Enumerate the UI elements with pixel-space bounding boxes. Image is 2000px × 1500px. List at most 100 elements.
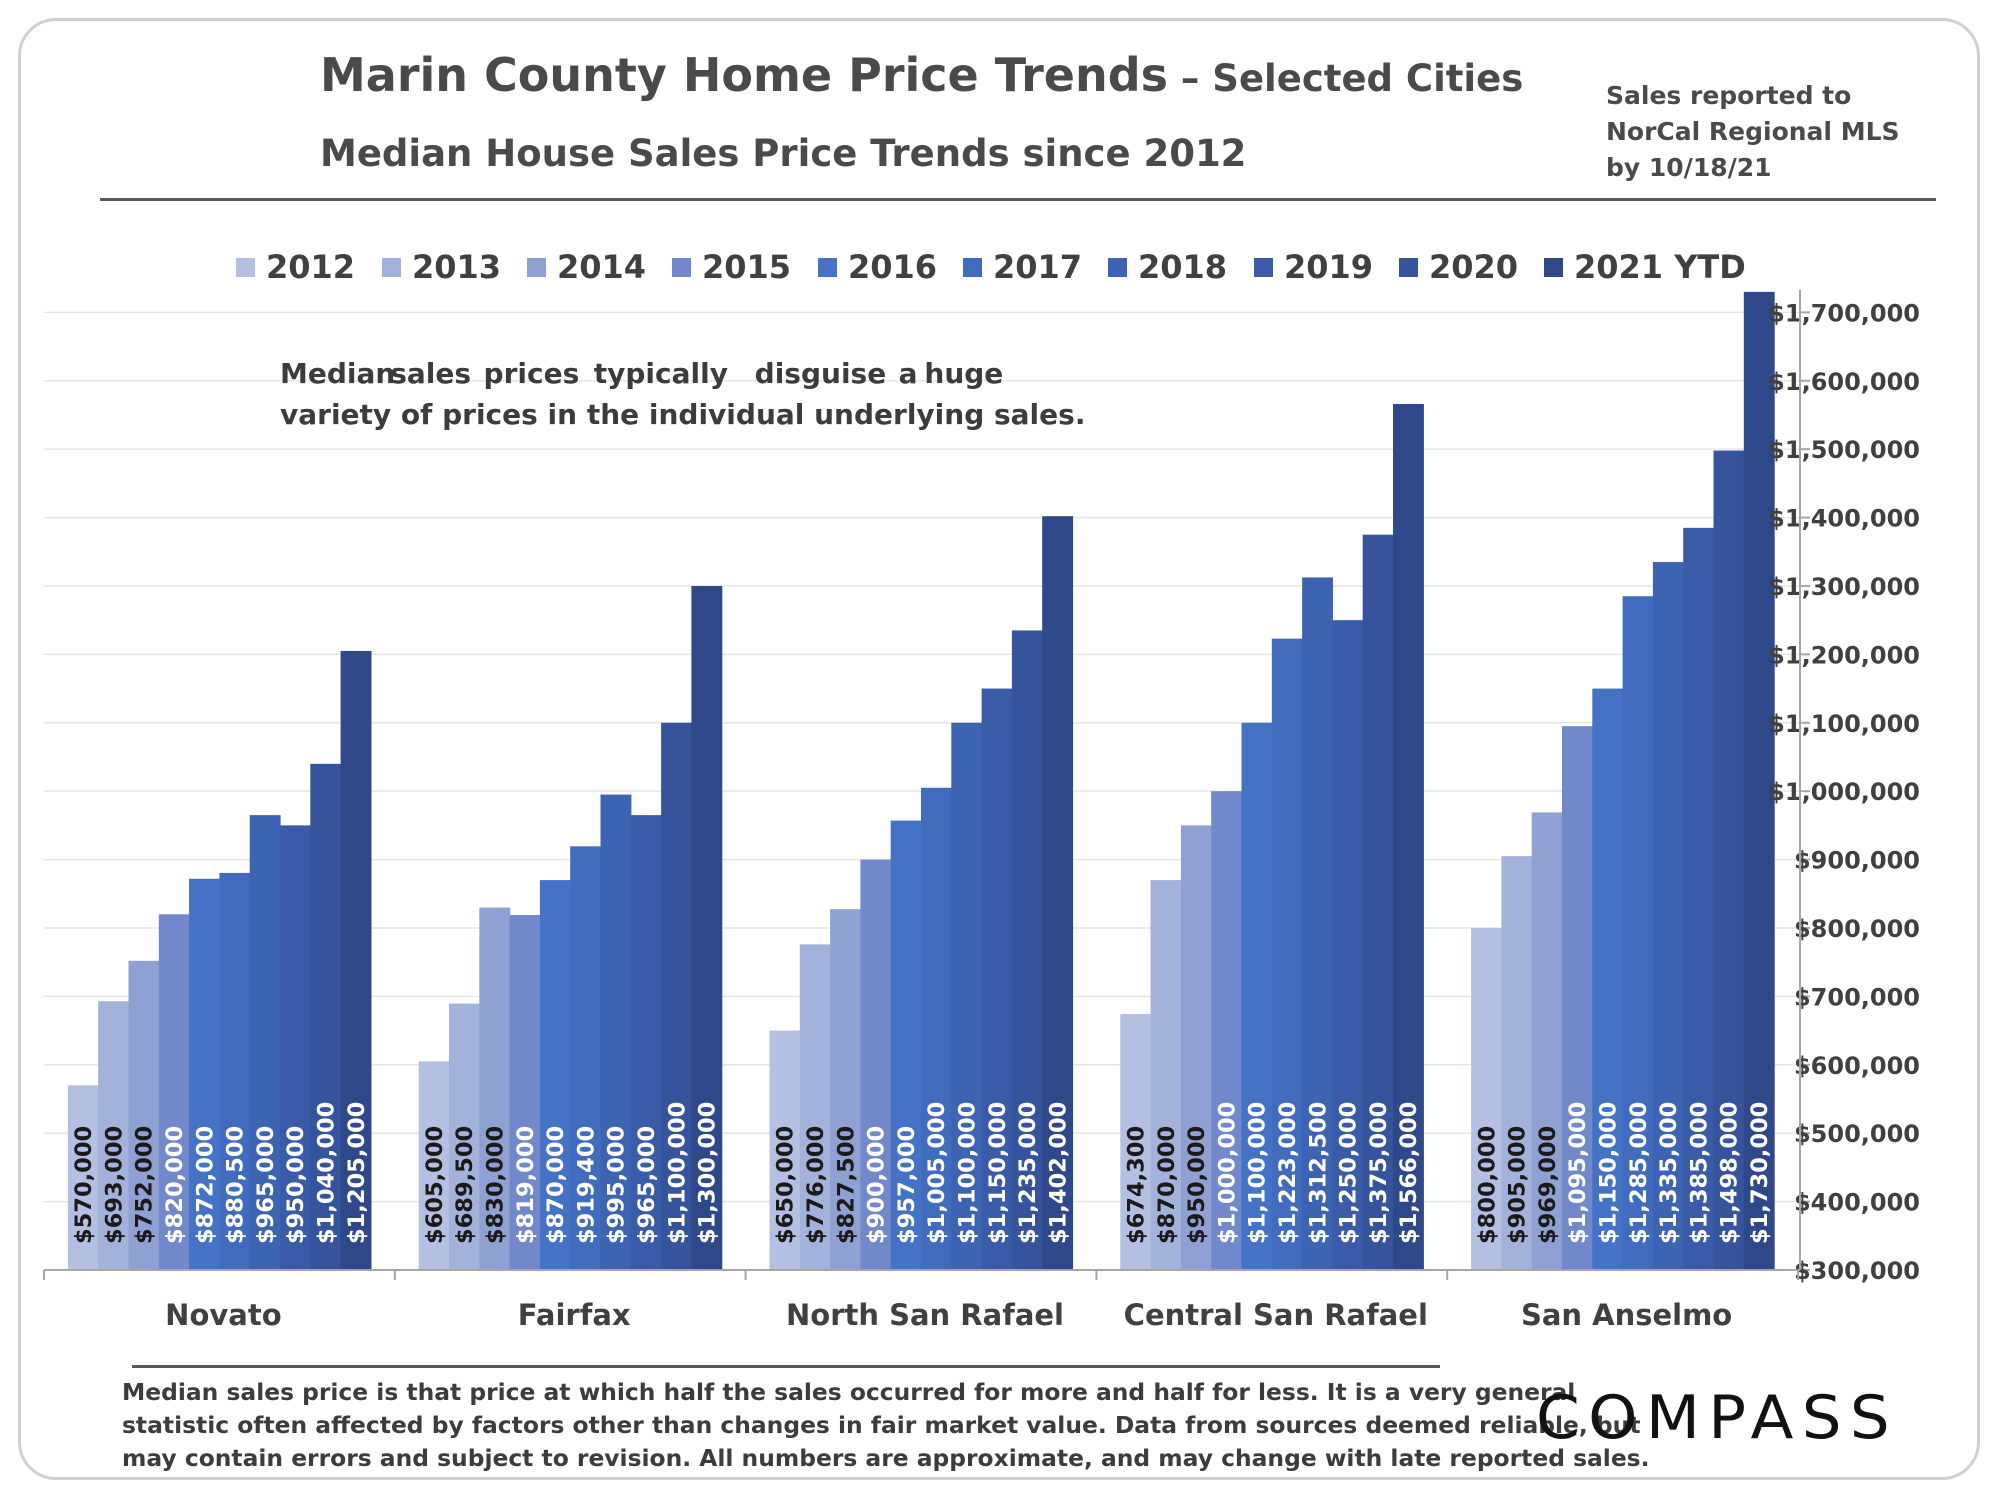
- legend-label: 2013: [412, 248, 501, 286]
- bar-value-label: $870,000: [1154, 1126, 1180, 1244]
- bar-value-label: $1,095,000: [1565, 1102, 1591, 1244]
- bar-value-label: $1,300,000: [695, 1102, 721, 1244]
- legend-label: 2019: [1284, 248, 1373, 286]
- bar-value-label: $1,566,000: [1396, 1102, 1422, 1244]
- axes: $300,000 $400,000 $500,000 $600,000 $700,000…: [43, 290, 1920, 1332]
- footnote: Median sales price is that price at whic…: [122, 1376, 1650, 1475]
- legend-swatch: [1108, 258, 1127, 277]
- bar: [981, 688, 1013, 1270]
- legend-swatch: [1254, 258, 1273, 277]
- bar: [158, 914, 190, 1270]
- bar: [67, 1085, 99, 1270]
- bar-value-label: $1,223,000: [1275, 1102, 1301, 1244]
- y-tick-label: $1,200,000: [1768, 641, 1920, 669]
- legend-label: 2021 YTD: [1574, 248, 1746, 286]
- bar-value-label: $570,000: [71, 1126, 97, 1244]
- y-tick-label: $700,000: [1794, 983, 1920, 1011]
- bar: [1393, 404, 1424, 1270]
- y-tick-label: $1,100,000: [1768, 710, 1920, 738]
- legend-label: 2017: [993, 248, 1082, 286]
- bar: [600, 794, 632, 1270]
- bar-value-label: $1,385,000: [1686, 1102, 1712, 1244]
- bar-value-label: $1,100,000: [1245, 1102, 1271, 1244]
- logo-text: COMPASS: [1536, 1383, 1898, 1452]
- bar-value-label: $820,000: [162, 1126, 188, 1244]
- bar: [769, 1030, 801, 1270]
- y-tick-label: $1,400,000: [1768, 505, 1920, 533]
- bar-value-label: $965,000: [253, 1126, 279, 1244]
- legend-swatch: [527, 258, 546, 277]
- bar-value-label: $950,000: [1184, 1126, 1210, 1244]
- bar: [418, 1061, 450, 1270]
- bar: [1271, 638, 1303, 1270]
- bar-value-label: $995,000: [604, 1126, 630, 1244]
- bar-value-label: $776,000: [803, 1126, 829, 1244]
- header-divider: [100, 198, 1936, 201]
- bar: [509, 914, 541, 1270]
- category-label: North San Rafael: [786, 1298, 1064, 1332]
- bar-value-label: $800,000: [1474, 1126, 1500, 1244]
- bar-value-label: $1,100,000: [954, 1102, 980, 1244]
- bar: [1562, 726, 1593, 1270]
- bar-value-label: $1,250,000: [1336, 1102, 1362, 1244]
- bar: [1180, 825, 1212, 1270]
- bar: [661, 722, 692, 1270]
- footnote-line: statistic often affected by factors othe…: [122, 1411, 1641, 1439]
- bar-value-label: $1,040,000: [313, 1102, 339, 1244]
- bar: [539, 880, 571, 1270]
- legend-label: 2012: [266, 248, 355, 286]
- legend-swatch: [963, 258, 982, 277]
- bar-value-label: $950,000: [283, 1126, 309, 1244]
- y-tick-label: $900,000: [1794, 847, 1920, 875]
- bar: [1622, 596, 1654, 1270]
- bar-value-label: $870,000: [543, 1126, 569, 1244]
- bar-value-label: $605,000: [422, 1126, 448, 1244]
- bar: [1683, 527, 1715, 1270]
- bar: [1211, 791, 1243, 1270]
- bar-value-label: $965,000: [634, 1126, 660, 1244]
- bar-value-label: $830,000: [482, 1126, 508, 1244]
- y-tick-label: $500,000: [1794, 1120, 1920, 1148]
- legend-label: 2015: [702, 248, 791, 286]
- bar: [280, 825, 311, 1270]
- bar: [951, 722, 983, 1270]
- source-line: Sales reported to: [1606, 81, 1852, 110]
- bar-value-label: $1,335,000: [1656, 1102, 1682, 1244]
- bar-value-label: $819,000: [513, 1126, 539, 1244]
- annotation-word: huge: [924, 357, 1003, 390]
- bar: [1531, 812, 1563, 1270]
- bar-value-label: $1,285,000: [1626, 1102, 1652, 1244]
- bar: [691, 585, 723, 1270]
- y-tick-label: $400,000: [1794, 1189, 1920, 1217]
- bar-value-label: $1,235,000: [1015, 1102, 1041, 1244]
- bar-value-label: $969,000: [1535, 1126, 1561, 1244]
- bar: [1042, 516, 1074, 1270]
- bar: [1332, 620, 1364, 1270]
- legend-swatch: [236, 258, 255, 277]
- y-tick-label: $300,000: [1794, 1257, 1920, 1285]
- bar: [860, 859, 892, 1270]
- bar-value-label: $1,150,000: [1595, 1102, 1621, 1244]
- annotation-word: typically: [594, 357, 728, 390]
- bar-value-label: $905,000: [1505, 1126, 1531, 1244]
- chart-title-suffix: – Selected Cities: [1168, 57, 1524, 100]
- y-tick-label: $1,500,000: [1768, 436, 1920, 464]
- chart-title-main: Marin County Home Price Trends: [320, 48, 1169, 102]
- source-note: Sales reported to NorCal Regional MLS by…: [1606, 78, 1906, 186]
- chart-subtitle: Median House Sales Price Trends since 20…: [320, 132, 1247, 175]
- bar: [1713, 450, 1745, 1270]
- annotation-word: a: [899, 357, 918, 390]
- y-tick-label: $1,700,000: [1768, 299, 1920, 327]
- bar-value-label: $1,498,000: [1717, 1102, 1743, 1244]
- legend-swatch: [382, 258, 401, 277]
- bar: [449, 1003, 480, 1270]
- category-label: Fairfax: [518, 1298, 631, 1332]
- legend-label: 2014: [557, 248, 646, 286]
- bar-value-label: $1,730,000: [1747, 1102, 1773, 1244]
- y-tick-label: $1,300,000: [1768, 573, 1920, 601]
- bar: [189, 878, 220, 1270]
- bar-value-label: $1,000,000: [1214, 1102, 1240, 1244]
- bar: [1241, 722, 1273, 1270]
- source-line: NorCal Regional MLS: [1606, 117, 1900, 146]
- bar-value-label: $919,400: [573, 1126, 599, 1244]
